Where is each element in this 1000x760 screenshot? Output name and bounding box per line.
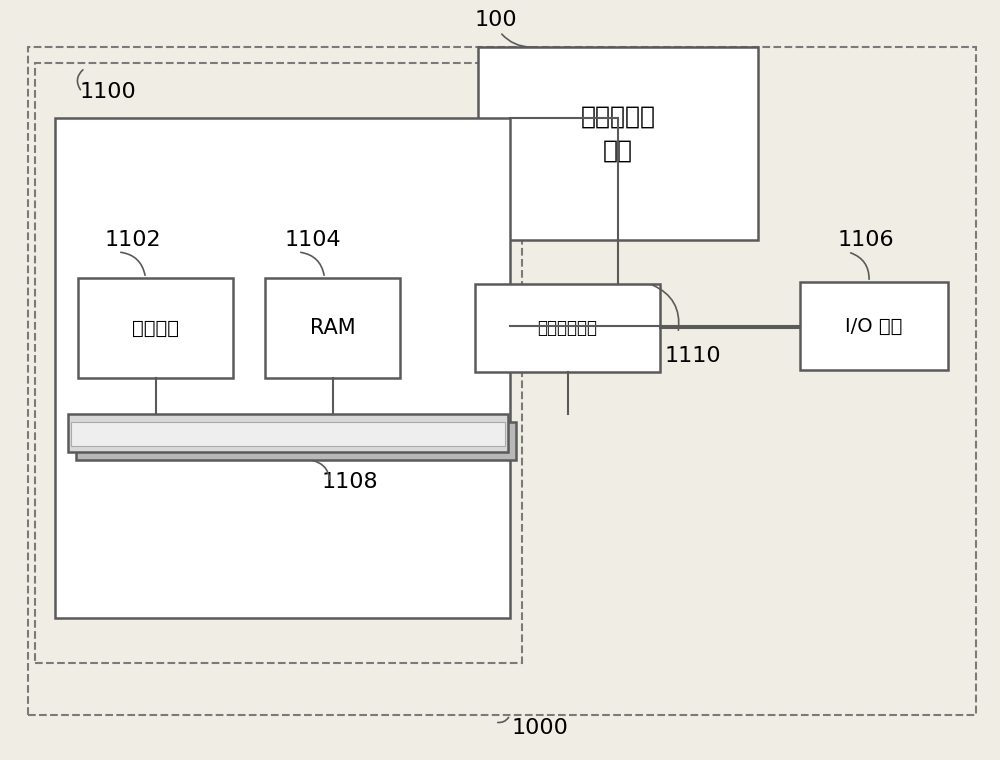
Text: 数据传输接口: 数据传输接口 <box>538 319 598 337</box>
Text: RAM: RAM <box>310 318 355 338</box>
Text: 1106: 1106 <box>838 230 895 250</box>
Text: 存储器存储
装置: 存储器存储 装置 <box>580 105 656 162</box>
FancyBboxPatch shape <box>76 422 516 460</box>
Text: 1110: 1110 <box>665 346 722 366</box>
Text: 1100: 1100 <box>80 82 137 102</box>
Text: I/O 装置: I/O 装置 <box>845 316 903 335</box>
FancyBboxPatch shape <box>55 118 510 618</box>
Text: 1000: 1000 <box>512 718 568 738</box>
FancyBboxPatch shape <box>68 414 508 452</box>
FancyBboxPatch shape <box>475 284 660 372</box>
Text: 100: 100 <box>475 10 518 30</box>
FancyBboxPatch shape <box>265 278 400 378</box>
FancyBboxPatch shape <box>478 47 758 240</box>
FancyBboxPatch shape <box>800 282 948 370</box>
Text: 1108: 1108 <box>322 472 378 492</box>
FancyBboxPatch shape <box>71 422 505 446</box>
Text: 微处理器: 微处理器 <box>132 318 179 337</box>
FancyBboxPatch shape <box>78 278 233 378</box>
Text: 1102: 1102 <box>105 230 162 250</box>
Text: 1104: 1104 <box>285 230 342 250</box>
